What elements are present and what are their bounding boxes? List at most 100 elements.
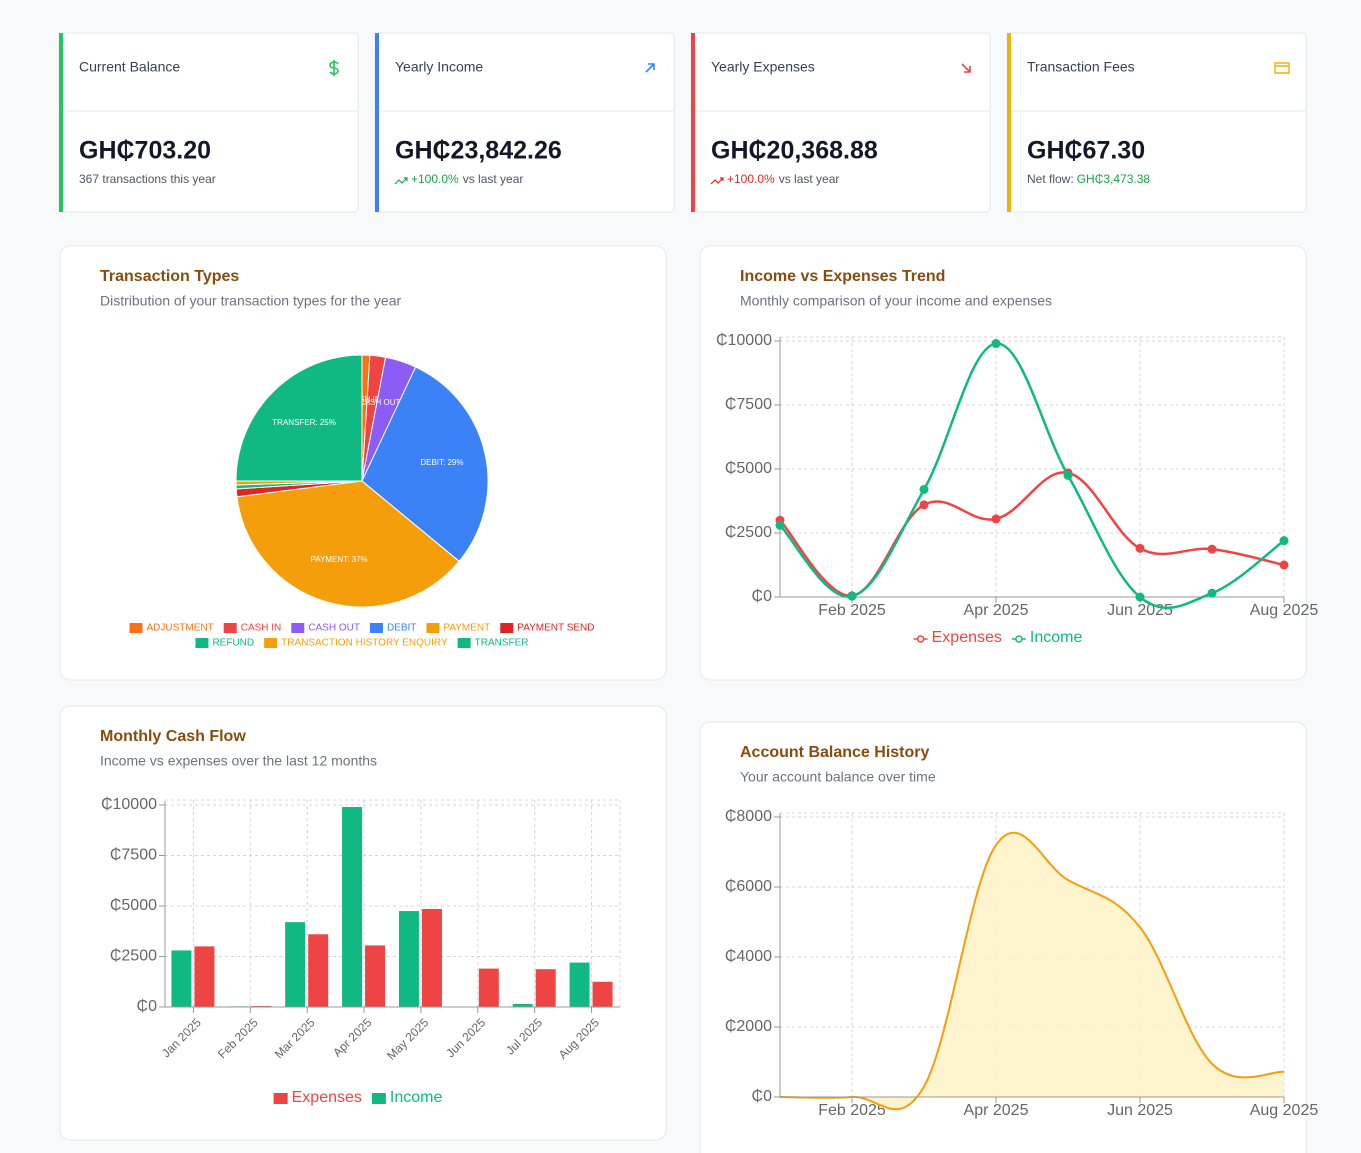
card-accent [1007, 33, 1011, 212]
legend-item: CASH IN [223, 623, 281, 634]
x-tick-label: Jun 2025 [1107, 1102, 1173, 1119]
legend-dot [1015, 635, 1023, 643]
legend-swatch [264, 638, 278, 648]
card-value: GH₵67.30 [1027, 137, 1145, 165]
legend-row: REFUND TRANSACTION HISTORY ENQUIRY TRANSFE… [195, 638, 529, 649]
card-accent [375, 33, 379, 212]
card-title: Transaction Fees [1027, 59, 1135, 75]
bar [251, 1005, 272, 1007]
legend-item: CASH OUT [291, 623, 360, 634]
bar [171, 950, 192, 1007]
card-change: +100.0% [727, 172, 775, 186]
legend: Expenses Income [913, 629, 1083, 646]
panel-title: Account Balance History [740, 744, 929, 761]
card-note-text: Net flow: [1027, 172, 1074, 186]
y-tick-label: ₵2500 [110, 948, 157, 965]
legend-label: DEBIT [387, 623, 416, 634]
legend-swatch [273, 1093, 288, 1104]
legend-item: TRANSFER [457, 638, 529, 649]
legend-swatch [500, 623, 514, 633]
legend-swatch [426, 623, 440, 633]
y-tick-label: ₵5000 [725, 460, 772, 477]
legend-swatch [195, 638, 209, 648]
bar [398, 911, 419, 1007]
bar [569, 962, 590, 1007]
y-tick-label: ₵7500 [110, 847, 157, 864]
panel-subtitle: Income vs expenses over the last 12 mont… [100, 753, 377, 769]
bar [342, 807, 363, 1007]
legend-item: TRANSACTION HISTORY ENQUIRY [264, 638, 448, 649]
line-point [1063, 470, 1073, 480]
x-tick-label: Apr 2025 [964, 602, 1029, 619]
legend-item: Income [371, 1089, 443, 1106]
bar [308, 934, 329, 1007]
legend-item: REFUND [195, 638, 254, 649]
y-tick-label: ₵2000 [725, 1018, 772, 1035]
panel [59, 705, 667, 1141]
panel-subtitle: Monthly comparison of your income and ex… [740, 293, 1052, 309]
legend-item: PAYMENT [426, 623, 490, 634]
bar [365, 945, 386, 1007]
legend-swatch [371, 1093, 386, 1104]
legend-swatch [291, 623, 305, 633]
icon-card [1274, 62, 1290, 74]
card-value: GH₵20,368.88 [711, 137, 878, 165]
line-point [1279, 560, 1289, 570]
icon-arrow-up [645, 63, 655, 73]
line-point [775, 520, 785, 530]
x-tick-label: Aug 2025 [1250, 602, 1319, 619]
legend-label: CASH OUT [308, 623, 360, 634]
legend-item: ADJUSTMENT [129, 623, 214, 634]
panel-title: Monthly Cash Flow [100, 728, 246, 745]
bar [478, 968, 499, 1007]
legend-swatch [223, 623, 237, 633]
card-note: 367 transactions this year [79, 172, 216, 186]
legend-label: TRANSACTION HISTORY ENQUIRY [281, 638, 448, 649]
card-note-text: vs last year [779, 172, 840, 186]
legend-item: DEBIT [369, 623, 416, 634]
legend-label: PAYMENT SEND [517, 623, 594, 634]
card-note: +100.0% vs last year [411, 172, 523, 186]
legend-label: ADJUSTMENT [146, 623, 213, 634]
line-point [847, 591, 857, 601]
panel-title: Income vs Expenses Trend [740, 268, 945, 285]
legend-label: Expenses [932, 629, 1002, 646]
legend-item: PAYMENT SEND [500, 623, 595, 634]
card-value: GH₵23,842.26 [395, 137, 562, 165]
card-title: Yearly Income [395, 59, 483, 75]
pie-slice [236, 480, 460, 608]
y-tick-label: ₵10000 [101, 796, 157, 813]
x-tick-label: Apr 2025 [964, 1102, 1029, 1119]
line-point [919, 500, 929, 510]
line-point [1135, 543, 1145, 553]
card-net: GH₵3,473.38 [1077, 172, 1151, 186]
pie-slice [361, 366, 489, 563]
legend-dot [916, 635, 925, 643]
line-point [1207, 544, 1217, 554]
card-value: GH₵703.20 [79, 137, 211, 165]
trend-icon [710, 177, 724, 185]
x-tick-label: Feb 2025 [818, 602, 886, 619]
y-tick-label: ₵2500 [725, 524, 772, 541]
legend-label: Income [1030, 629, 1083, 646]
legend-label: Income [390, 1089, 443, 1106]
card-note-text: 367 transactions this year [79, 172, 216, 186]
bar [194, 946, 215, 1007]
slice-label: PAYMENT: 37% [311, 555, 368, 564]
legend-label: Expenses [292, 1089, 362, 1106]
slice-label: CASH IN: 2% [348, 395, 396, 404]
bar [512, 1003, 533, 1007]
y-tick-label: ₵8000 [725, 808, 772, 825]
legend-item: Expenses [273, 1089, 362, 1106]
card-change: +100.0% [411, 172, 459, 186]
legend-item: Expenses [913, 629, 1002, 646]
bar [592, 981, 613, 1007]
line-point [1279, 536, 1289, 546]
y-tick-label: ₵7500 [725, 396, 772, 413]
card-note: Net flow: GH₵3,473.38 [1027, 172, 1150, 186]
area-fill [780, 832, 1284, 1110]
y-tick-label: ₵5000 [110, 897, 157, 914]
icon-arrow-down [961, 63, 971, 73]
slice-label: CASH OUT: 4% [359, 398, 415, 407]
